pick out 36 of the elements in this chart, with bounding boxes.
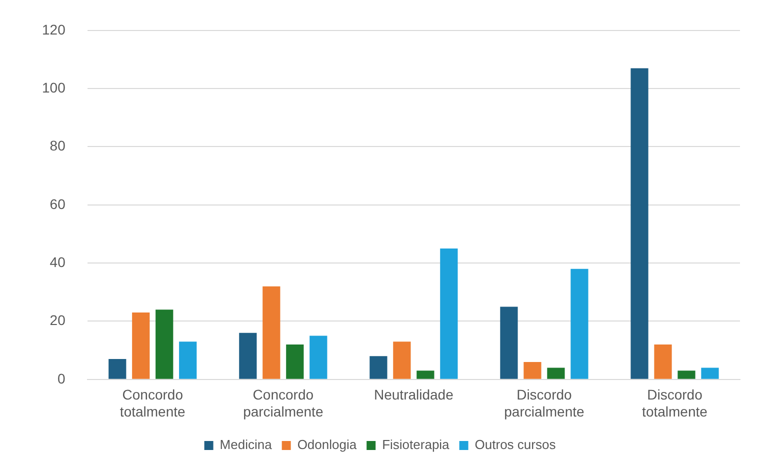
y-tick-label: 60 — [50, 196, 66, 212]
x-tick-label: Discordo totalmente — [642, 386, 708, 420]
bar — [701, 368, 719, 379]
bar — [654, 344, 672, 379]
y-tick-label: 120 — [42, 21, 66, 38]
y-tick-label: 20 — [50, 312, 66, 328]
y-tick-label: 0 — [58, 370, 66, 386]
bar — [262, 286, 280, 379]
bar — [440, 248, 458, 379]
bar — [524, 362, 542, 379]
x-tick-label: Discordo parcialmente — [504, 386, 584, 420]
bar — [132, 312, 150, 379]
legend-label: Medicina — [220, 437, 273, 452]
bar — [547, 368, 565, 379]
bar — [570, 268, 588, 379]
legend-label: Odonlogia — [297, 437, 358, 452]
bar — [500, 306, 518, 379]
bar — [393, 342, 411, 379]
legend-label: Outros cursos — [474, 437, 556, 452]
legend-label: Fisioterapia — [382, 437, 450, 452]
bar — [370, 356, 388, 379]
y-tick-label: 100 — [42, 79, 66, 96]
bar — [630, 68, 648, 379]
bar — [108, 359, 126, 379]
bar — [310, 336, 328, 379]
bar — [239, 332, 257, 379]
y-tick-label: 80 — [50, 138, 66, 154]
bar — [179, 342, 197, 379]
bar — [286, 344, 304, 379]
x-tick-label: Concordo totalmente — [120, 386, 186, 420]
bar — [416, 370, 434, 379]
y-tick-label: 40 — [50, 254, 66, 270]
bar — [678, 370, 696, 379]
bar — [156, 310, 174, 379]
x-tick-label: Neutralidade — [374, 386, 454, 403]
x-tick-label: Concordo parcialmente — [243, 386, 324, 420]
